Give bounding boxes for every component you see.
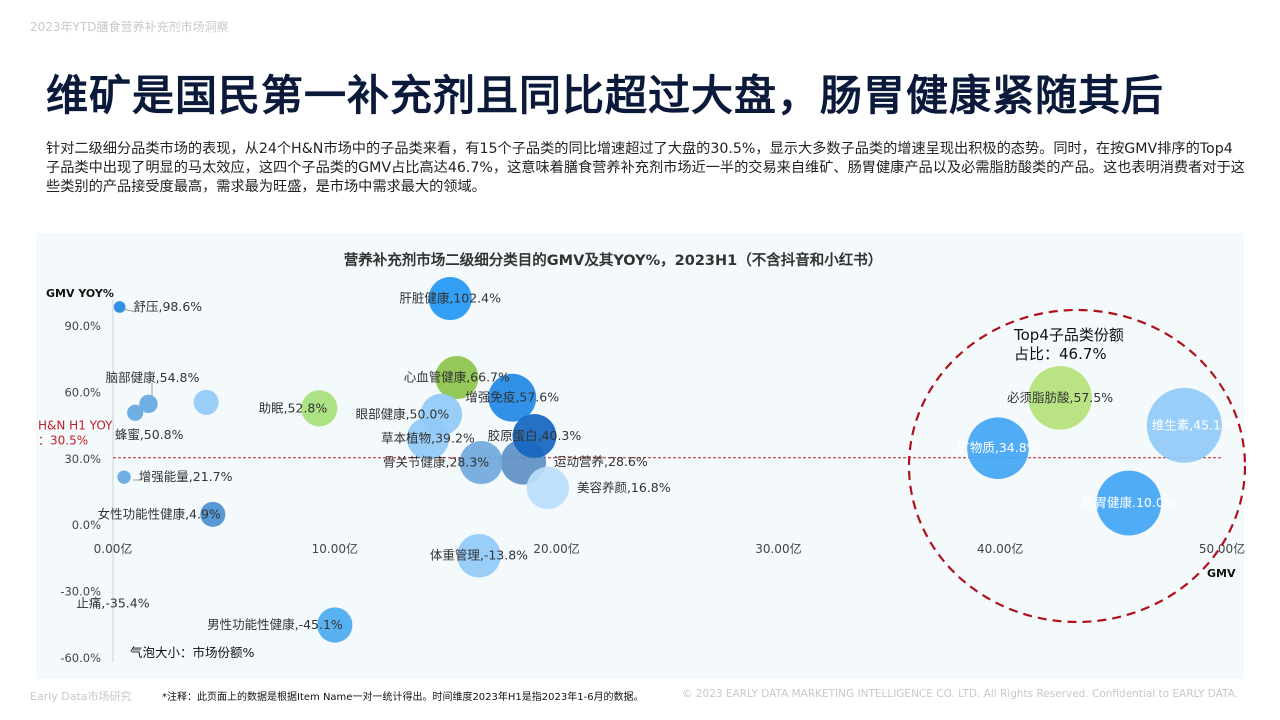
bubble-label: 止痛,-35.4% (76, 596, 149, 611)
bubble (139, 394, 158, 414)
x-tick-label: 40.00亿 (977, 541, 1023, 556)
bubble-label: 骨关节健康,28.3% (383, 455, 489, 470)
y-tick-label: 30.0% (64, 452, 101, 466)
y-axis-title: GMV YOY% (46, 287, 114, 300)
bubble (488, 373, 537, 422)
bubble-label: 眼部健康,50.0% (356, 407, 450, 422)
bubble (459, 440, 503, 485)
labels-layer: 舒压,98.6% 脑部健康,54.8% 蜂蜜,50.8% 增强能量,21.7% 女性功能… (76, 291, 1233, 632)
top4-annotation-title: Top4子品类份额 (1013, 326, 1124, 344)
y-tick-label: 0.0% (72, 518, 101, 532)
bubble (113, 301, 126, 313)
top4-annotation-value: 占比：46.7% (1014, 345, 1107, 363)
bubble (200, 501, 226, 527)
x-tick-label: 20.00亿 (533, 541, 579, 556)
footer-brand: Early Data市场研究 (30, 690, 132, 703)
bubble (317, 607, 353, 643)
bubble-label: 运动营养,28.6% (554, 454, 648, 469)
chart-panel (36, 233, 1244, 679)
x-tick-label: 10.00亿 (312, 541, 358, 556)
footer-copyright: © 2023 EARLY DATA MARKETING INTELLIGENCE… (682, 688, 1238, 700)
x-tick-label: 0.00亿 (94, 541, 133, 556)
bubble-label: 维生素,45.1% (1152, 417, 1233, 432)
bubble (193, 389, 219, 415)
bubble (117, 470, 131, 484)
bubble-label: 肝脏健康,102.4% (399, 291, 501, 306)
bubble (512, 414, 557, 458)
reference-line-label: H&N H1 YOY (38, 419, 113, 433)
bubble (967, 417, 1029, 479)
bubble-label: 必须脂肪酸,57.5% (1007, 390, 1113, 405)
chart-title: 营养补充剂市场二级细分类目的GMV及其YOY%，2023H1（不含抖音和小红书） (344, 251, 882, 269)
bubble-label: 助眠,52.8% (259, 400, 328, 415)
bubble (428, 276, 472, 321)
bubble-label: 心血管健康,66.7% (404, 370, 510, 385)
bubbles-layer (113, 276, 1222, 643)
y-tick-label: 60.0% (64, 385, 101, 399)
x-tick-label: 50.00亿 (1199, 541, 1245, 556)
intro-paragraph: 针对二级细分品类市场的表现，从24个H&N市场中的子品类来看，有15个子品类的同… (46, 141, 1245, 195)
bubble-label: 增强免疫,57.6% (465, 390, 559, 405)
bubble-label: 胶原蛋白,40.3% (488, 428, 582, 443)
bubble-label: 体重管理,-13.8% (430, 548, 528, 563)
bubble-label: 蜂蜜,50.8% (115, 427, 184, 442)
bubble-label: 增强能量,21.7% (139, 469, 233, 484)
top4-highlight-ellipse (907, 308, 1247, 624)
bubble (526, 466, 569, 510)
bubble-label: 草本植物,39.2% (381, 430, 475, 445)
bubble (301, 390, 338, 427)
bubble-label: 矿物质,34.8% (957, 440, 1038, 455)
report-top-note: 2023年YTD膳食营养补充剂市场洞察 (30, 20, 229, 34)
bubble-label: 女性功能性健康,4.9% (98, 506, 221, 521)
bubble-label: 脑部健康,54.8% (106, 370, 200, 385)
reference-line-value: ：30.5% (38, 434, 88, 448)
axes-layer: GMV YOY% GMV 90.0% 60.0% 30.0% 0.0% -30.0% -60.… (38, 287, 1245, 665)
y-tick-label: -60.0% (60, 651, 101, 665)
bubble (457, 533, 501, 578)
y-tick-label: -30.0% (60, 585, 101, 599)
bubble-label: 舒压,98.6% (134, 299, 203, 314)
bubble (435, 355, 479, 400)
bubble-label: 肠胃健康.10.0% (1082, 495, 1176, 510)
footer-note: *注释：此页面上的数据是根据Item Name一对一统计得出。时间维度2023年… (162, 692, 644, 703)
x-tick-label: 30.00亿 (755, 541, 801, 556)
bubble (420, 393, 463, 436)
bubble (1146, 387, 1222, 463)
bubble-label: 男性功能性健康,-45.1% (207, 617, 343, 632)
bubble (127, 404, 144, 421)
bubble (1096, 470, 1162, 536)
leader-line (122, 308, 137, 313)
y-tick-label: 90.0% (64, 319, 101, 333)
bubble (1028, 366, 1092, 430)
bubble-size-note: 气泡大小：市场份额% (130, 645, 255, 660)
x-axis-title: GMV (1207, 567, 1236, 580)
bubble-label: 美容养颜,16.8% (577, 480, 671, 495)
page-headline: 维矿是国民第一补充剂且同比超过大盘，肠胃健康紧随其后 (46, 71, 1165, 120)
